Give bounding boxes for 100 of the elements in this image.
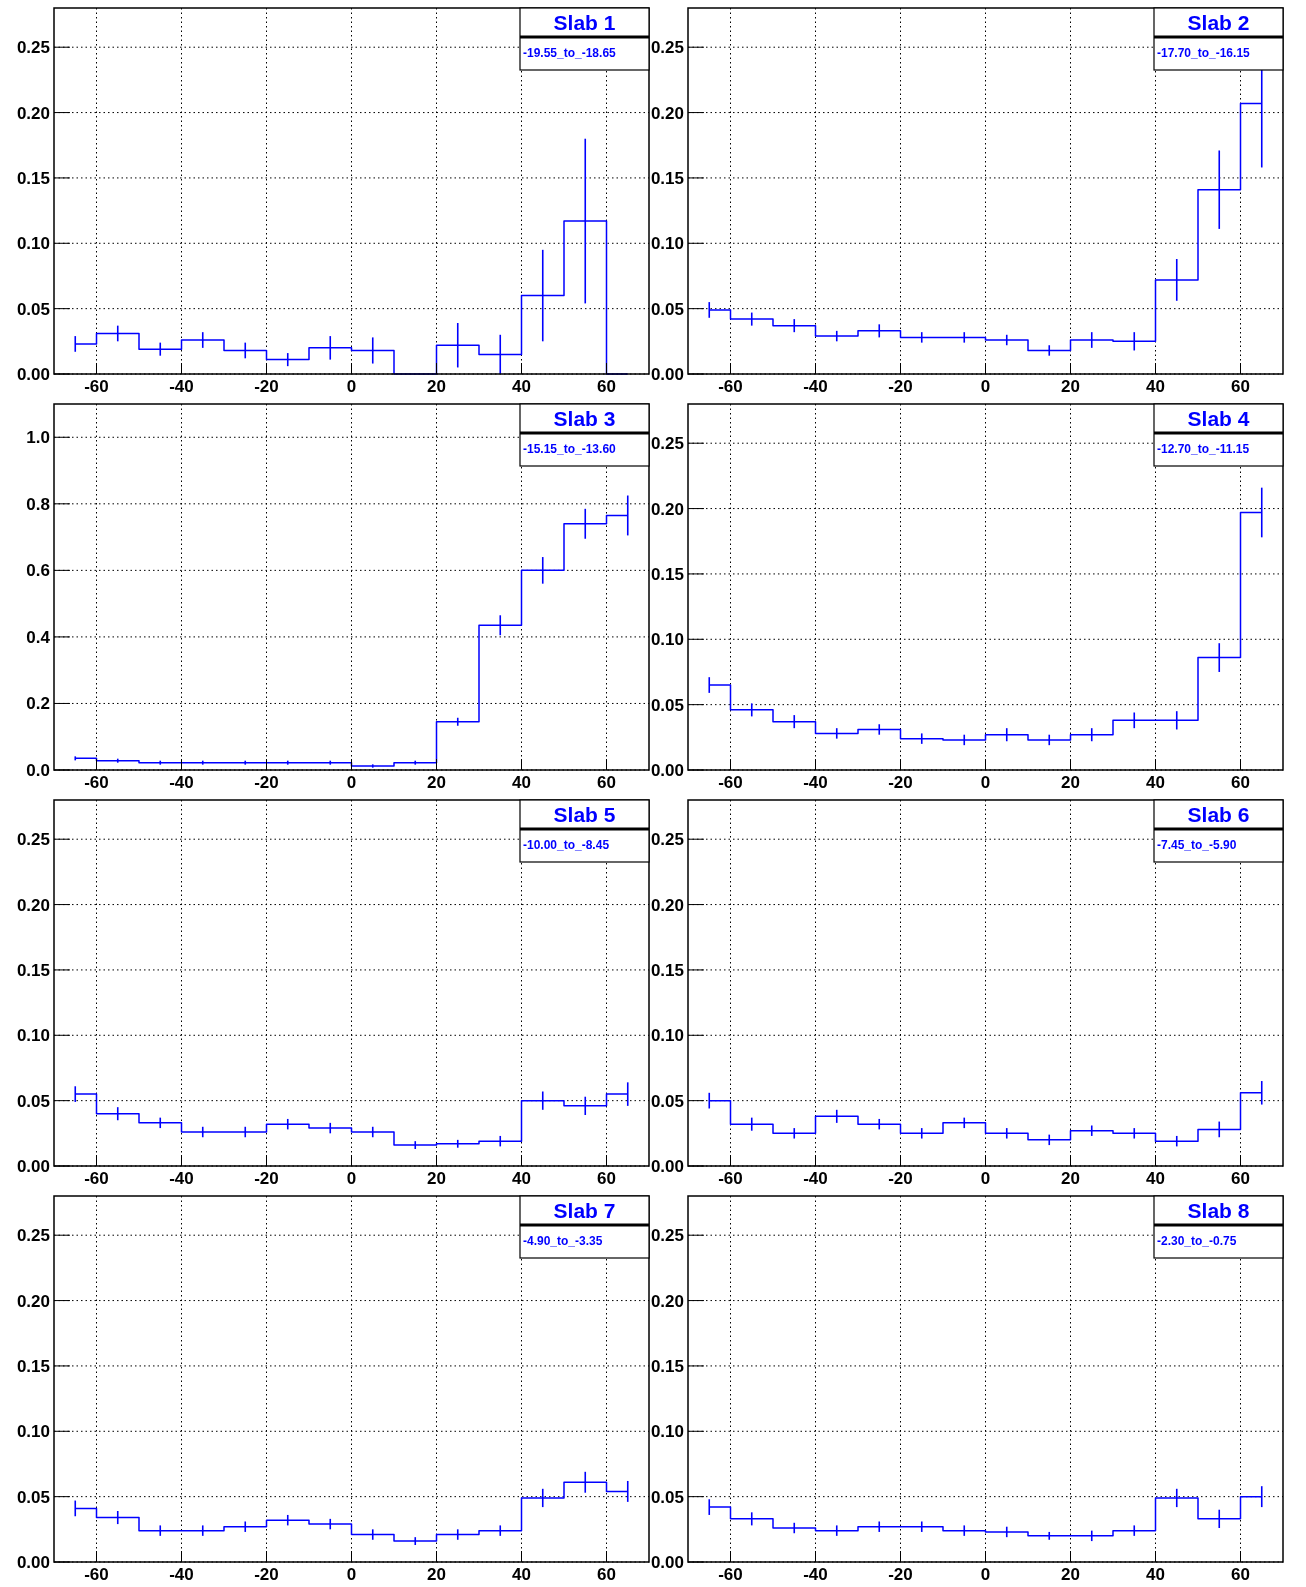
x-tick-label: 60 bbox=[1231, 1565, 1250, 1584]
y-tick-label: 0.15 bbox=[650, 1356, 684, 1376]
x-tick-label: 60 bbox=[1231, 773, 1250, 792]
x-tick-label: 0 bbox=[980, 773, 991, 792]
x-tick-label: -40 bbox=[803, 1565, 828, 1584]
x-tick-label: 0 bbox=[346, 1169, 357, 1188]
x-tick-label: 0 bbox=[346, 1565, 357, 1584]
y-tick-label: 0.00 bbox=[16, 1156, 50, 1176]
chart-title: Slab 5 bbox=[553, 803, 616, 826]
chart-title: Slab 6 bbox=[1187, 803, 1250, 826]
y-tick-label: 0.10 bbox=[650, 630, 684, 650]
y-tick-label: 0.25 bbox=[16, 830, 50, 850]
x-tick-label: -20 bbox=[888, 773, 913, 792]
x-tick-label: -40 bbox=[169, 773, 194, 792]
text: -7.45_to_-5.90 bbox=[1157, 838, 1237, 852]
chart-title: Slab 3 bbox=[553, 407, 616, 430]
y-tick-label: 0.20 bbox=[650, 103, 684, 123]
y-tick-label: 0.10 bbox=[650, 1422, 684, 1442]
y-tick-label: 0.00 bbox=[650, 1552, 684, 1572]
x-tick-label: -20 bbox=[254, 377, 279, 396]
x-tick-label: 20 bbox=[1061, 377, 1080, 396]
x-tick-label: 60 bbox=[1231, 1169, 1250, 1188]
text: -2.30_to_-0.75 bbox=[1157, 1234, 1237, 1248]
y-tick-label: 0.10 bbox=[16, 1026, 50, 1046]
x-tick-label: 60 bbox=[597, 1169, 616, 1188]
y-tick-label: 0.20 bbox=[16, 895, 50, 915]
x-tick-label: 40 bbox=[1146, 1565, 1165, 1584]
y-tick-label: 0.15 bbox=[16, 960, 50, 980]
chart-title: Slab 8 bbox=[1187, 1199, 1250, 1222]
x-tick-label: -20 bbox=[888, 1565, 913, 1584]
y-tick-label: 0.00 bbox=[650, 1156, 684, 1176]
y-tick-label: 0.05 bbox=[650, 1091, 684, 1111]
y-tick-label: 0.20 bbox=[650, 1291, 684, 1311]
y-tick-label: 0.20 bbox=[650, 499, 684, 519]
y-tick-label: 0.00 bbox=[650, 760, 684, 780]
chart-title: Slab 1 bbox=[553, 11, 616, 34]
x-tick-label: 60 bbox=[597, 773, 616, 792]
text: -10.00_to_-8.45 bbox=[523, 838, 610, 852]
y-tick-label: 0.15 bbox=[16, 1356, 50, 1376]
x-tick-label: 0 bbox=[346, 377, 357, 396]
y-tick-label: 0.05 bbox=[16, 1091, 50, 1111]
x-tick-label: 20 bbox=[427, 773, 446, 792]
x-tick-label: 20 bbox=[1061, 1169, 1080, 1188]
text: -4.90_to_-3.35 bbox=[523, 1234, 603, 1248]
y-tick-label: 0.05 bbox=[16, 299, 50, 319]
x-tick-label: 40 bbox=[512, 377, 531, 396]
x-tick-label: 40 bbox=[1146, 377, 1165, 396]
y-tick-label: 0.20 bbox=[16, 103, 50, 123]
x-tick-label: 20 bbox=[427, 1169, 446, 1188]
x-tick-label: 40 bbox=[1146, 773, 1165, 792]
x-tick-label: 20 bbox=[1061, 773, 1080, 792]
y-tick-label: 0.15 bbox=[650, 168, 684, 188]
y-tick-label: 0.05 bbox=[650, 1487, 684, 1507]
x-tick-label: 0 bbox=[980, 1565, 991, 1584]
x-tick-label: 0 bbox=[980, 377, 991, 396]
x-tick-label: -20 bbox=[254, 1169, 279, 1188]
y-tick-label: 0.25 bbox=[650, 434, 684, 454]
y-tick-label: 0.00 bbox=[16, 364, 50, 384]
x-tick-label: -20 bbox=[888, 377, 913, 396]
y-tick-label: 0.05 bbox=[16, 1487, 50, 1507]
chart-title: Slab 4 bbox=[1187, 407, 1250, 430]
y-tick-label: 0.10 bbox=[16, 1422, 50, 1442]
y-tick-label: 0.15 bbox=[650, 564, 684, 584]
y-tick-label: 0.25 bbox=[650, 830, 684, 850]
y-tick-label: 0.4 bbox=[26, 627, 51, 647]
y-tick-label: 0.15 bbox=[16, 168, 50, 188]
x-tick-label: -20 bbox=[254, 773, 279, 792]
y-tick-label: 0.20 bbox=[650, 895, 684, 915]
y-tick-label: 0.00 bbox=[16, 1552, 50, 1572]
text: -12.70_to_-11.15 bbox=[1157, 442, 1250, 456]
x-tick-label: 60 bbox=[1231, 377, 1250, 396]
x-tick-label: -40 bbox=[803, 773, 828, 792]
x-tick-label: -60 bbox=[718, 377, 743, 396]
x-tick-label: -40 bbox=[803, 377, 828, 396]
y-tick-label: 0.25 bbox=[16, 38, 50, 58]
y-tick-label: 0.10 bbox=[650, 234, 684, 254]
x-tick-label: -20 bbox=[888, 1169, 913, 1188]
y-tick-label: 0.2 bbox=[26, 694, 50, 714]
x-tick-label: -40 bbox=[803, 1169, 828, 1188]
chart-title: Slab 2 bbox=[1187, 11, 1250, 34]
y-tick-label: 1.0 bbox=[26, 428, 50, 448]
x-tick-label: 40 bbox=[1146, 1169, 1165, 1188]
x-tick-label: -60 bbox=[718, 1565, 743, 1584]
x-tick-label: 0 bbox=[980, 1169, 991, 1188]
y-tick-label: 0.25 bbox=[650, 1226, 684, 1246]
x-tick-label: -60 bbox=[84, 1565, 109, 1584]
x-tick-label: -60 bbox=[718, 773, 743, 792]
x-tick-label: -60 bbox=[84, 377, 109, 396]
x-tick-label: -60 bbox=[718, 1169, 743, 1188]
y-tick-label: 0.8 bbox=[26, 494, 50, 514]
y-tick-label: 0.25 bbox=[16, 1226, 50, 1246]
x-tick-label: -40 bbox=[169, 377, 194, 396]
y-tick-label: 0.0 bbox=[26, 760, 50, 780]
x-tick-label: 0 bbox=[346, 773, 357, 792]
x-tick-label: 40 bbox=[512, 773, 531, 792]
y-tick-label: 0.15 bbox=[650, 960, 684, 980]
x-tick-label: 60 bbox=[597, 1565, 616, 1584]
x-tick-label: 60 bbox=[597, 377, 616, 396]
text: -17.70_to_-16.15 bbox=[1157, 46, 1251, 60]
x-tick-label: 20 bbox=[427, 1565, 446, 1584]
